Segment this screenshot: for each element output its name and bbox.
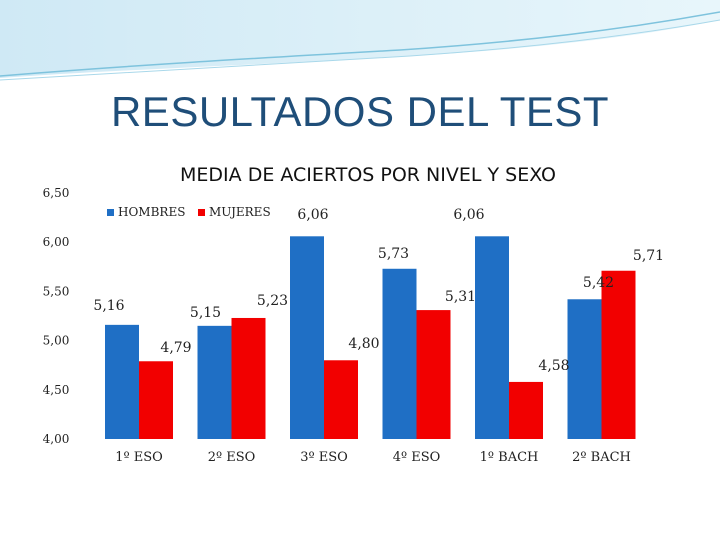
legend-swatch-mujeres: [198, 209, 205, 216]
x-category-label: 2º BACH: [572, 450, 631, 465]
bar-hombres: [382, 268, 417, 439]
legend-label-hombres: HOMBRES: [118, 205, 185, 219]
data-label-mujeres: 4,58: [538, 358, 569, 374]
bar-hombres: [290, 236, 324, 439]
legend-swatch-hombres: [107, 209, 114, 216]
data-label-hombres: 5,42: [583, 275, 614, 291]
y-tick-label: 6,50: [43, 186, 70, 200]
chart-title: MEDIA DE ACIERTOS POR NIVEL Y SEXO: [180, 164, 556, 186]
x-axis: 1º ESO 2º ESO 3º ESO 4º ESO 1º BACH 2º BACH: [115, 450, 631, 465]
bar-mujeres: [231, 317, 266, 439]
bar-hombres: [475, 236, 509, 439]
data-label-hombres: 5,16: [93, 298, 124, 314]
header-wave-decoration: [0, 0, 720, 81]
x-category-label: 2º ESO: [208, 450, 256, 465]
data-label-hombres: 5,73: [378, 246, 409, 262]
slide-title: RESULTADOS DEL TEST: [110, 88, 610, 135]
y-tick-label: 5,50: [43, 284, 70, 298]
data-label-mujeres: 5,31: [445, 289, 476, 305]
data-label-mujeres: 4,79: [160, 340, 191, 356]
y-tick-label: 4,00: [43, 432, 70, 446]
data-label-hombres: 6,06: [297, 207, 328, 223]
bar-mujeres: [601, 270, 636, 439]
bar-mujeres: [416, 310, 451, 439]
x-category-label: 3º ESO: [300, 450, 348, 465]
bar-hombres: [567, 299, 602, 439]
data-label-mujeres: 5,23: [257, 293, 288, 309]
y-tick-label: 6,00: [43, 235, 70, 249]
x-category-label: 4º ESO: [393, 450, 441, 465]
bar-mujeres: [509, 381, 543, 439]
bar-hombres: [105, 324, 139, 439]
bar-mujeres: [324, 360, 358, 439]
y-tick-label: 5,00: [43, 334, 70, 348]
data-label-mujeres: 4,80: [348, 336, 379, 352]
x-category-label: 1º ESO: [115, 450, 163, 465]
bar-group: [105, 236, 636, 439]
bar-hombres: [197, 325, 232, 439]
y-axis: 4,00 4,50 5,00 5,50 6,00 6,50: [43, 186, 70, 446]
bar-mujeres: [139, 361, 173, 439]
x-category-label: 1º BACH: [480, 450, 539, 465]
data-label-mujeres: 5,71: [633, 248, 664, 264]
data-labels: 5,16 4,79 5,15 5,23 6,06 4,80 5,73 5,31 6,06 4,58…: [93, 207, 664, 374]
data-label-hombres: 5,15: [190, 305, 221, 321]
legend: HOMBRES MUJERES: [107, 205, 271, 219]
legend-label-mujeres: MUJERES: [209, 205, 271, 219]
data-label-hombres: 6,06: [453, 207, 484, 223]
y-tick-label: 4,50: [43, 383, 70, 397]
